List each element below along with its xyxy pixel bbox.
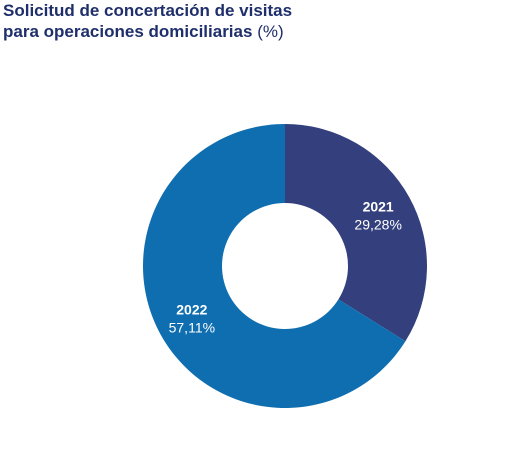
chart-title-unit: (%) bbox=[257, 22, 284, 41]
donut-slices bbox=[142, 123, 427, 408]
chart-title-line-1: Solicitud de concertación de visitas bbox=[3, 1, 293, 20]
chart-title-line-2: para operaciones domiciliarias bbox=[3, 22, 253, 41]
slice-value-2022: 57,11% bbox=[169, 320, 215, 336]
slice-label-2022: 2022 bbox=[176, 302, 207, 318]
chart-title: Solicitud de concertación de visitas par… bbox=[3, 0, 403, 42]
slice-label-2021: 2021 bbox=[363, 198, 394, 214]
slice-value-2021: 29,28% bbox=[354, 216, 401, 232]
donut-labels: 2021 29,28% 2022 57,11% bbox=[169, 198, 402, 335]
donut-slice-2022 bbox=[142, 123, 406, 408]
donut-slice-2021 bbox=[285, 124, 427, 342]
